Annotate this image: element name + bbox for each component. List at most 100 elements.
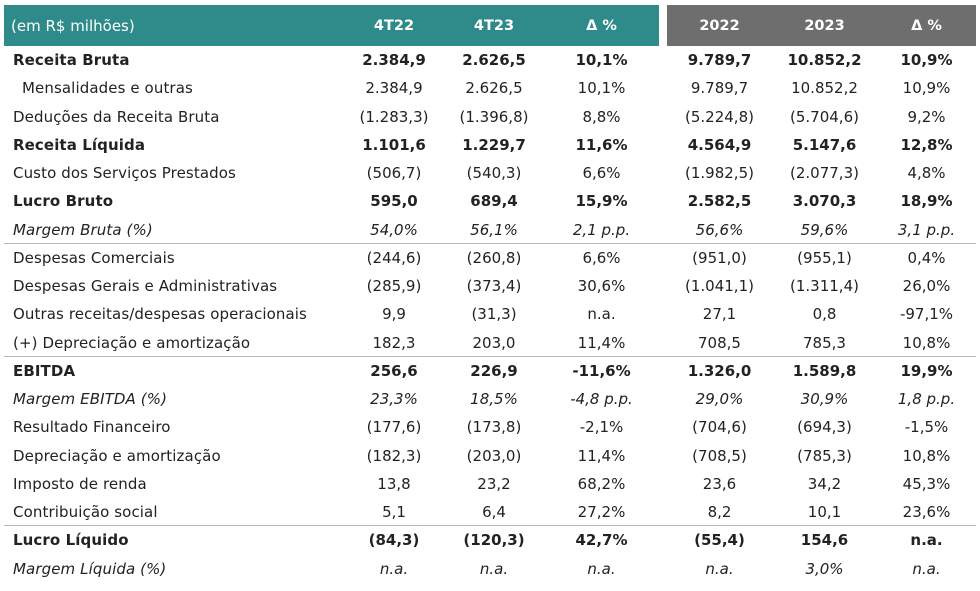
cell-delta-quarter: 30,6% [577,277,626,296]
cell-4t22: 1.101,6 [362,135,426,154]
cell-2023: (2.077,3) [790,164,859,183]
col-header-delta-quarter: Δ % [586,17,617,34]
cell-2023: 3,0% [805,559,844,578]
cell-4t23: (31,3) [471,305,517,324]
cell-4t23: (203,0) [466,446,522,465]
cell-2022: (1.982,5) [685,164,754,183]
row-label: Lucro Líquido [13,531,129,550]
cell-delta-year: 10,8% [902,333,951,352]
cell-delta-year: 4,8% [907,164,946,183]
cell-delta-quarter: n.a. [587,559,616,578]
cell-delta-year: 1,8 p.p. [897,390,956,409]
cell-4t22: 54,0% [370,220,418,239]
cell-4t22: (244,6) [366,248,422,267]
cell-4t23: n.a. [479,559,509,578]
cell-2022: 56,6% [695,220,744,239]
cell-4t23: (540,3) [466,164,522,183]
row-label: EBITDA [13,361,76,380]
cell-4t22: 2.384,9 [362,51,426,70]
cell-4t23: (260,8) [466,248,522,267]
row-label: Imposto de renda [13,474,147,493]
table-row: Custo dos Serviços Prestados (506,7) (540,… [4,159,976,187]
cell-2022: n.a. [705,559,734,578]
cell-2023: 30,9% [800,390,849,409]
cell-2022: (704,6) [692,418,747,437]
cell-2022: (5.224,8) [685,107,754,126]
cell-4t23: 689,4 [470,192,518,211]
cell-delta-quarter: 11,6% [575,135,628,154]
cell-4t23: 56,1% [470,220,518,239]
cell-delta-quarter: 11,4% [577,446,626,465]
cell-delta-year: 10,9% [900,51,953,70]
cell-delta-quarter: n.a. [587,305,616,324]
col-header-4t22: 4T22 [373,17,415,34]
cell-4t22: 256,6 [370,361,418,380]
cell-delta-year: 18,9% [900,192,953,211]
cell-delta-quarter: 42,7% [575,531,628,550]
row-label: Deduções da Receita Bruta [13,107,220,126]
cell-4t22: (182,3) [366,446,422,465]
cell-delta-quarter: -4,8 p.p. [570,390,633,409]
cell-2023: 785,3 [803,333,846,352]
cell-delta-year: 9,2% [907,107,946,126]
col-header-delta-year: Δ % [911,17,942,34]
cell-delta-quarter: 8,8% [582,107,621,126]
cell-2022: 9.789,7 [690,79,749,98]
cell-4t23: (173,8) [466,418,522,437]
cell-2023: 10.852,2 [787,51,862,70]
table-body: Receita Bruta 2.384,9 2.626,5 10,1% 9.789,7 1… [4,46,976,583]
table-row: Outras receitas/despesas operacionais 9,9… [4,300,976,328]
table-row: (+) Depreciação e amortização 182,3 203,0 1… [4,329,976,358]
cell-delta-year: 0,4% [907,248,946,267]
cell-2022: 4.564,9 [687,135,752,154]
cell-4t22: 595,0 [370,192,418,211]
cell-2022: 708,5 [698,333,741,352]
cell-4t23: 6,4 [482,503,506,522]
cell-4t23: 23,2 [477,474,511,493]
cell-2023: 10,1 [807,503,842,522]
cell-2023: 154,6 [800,531,849,550]
cell-4t23: (1.396,8) [459,107,529,126]
cell-delta-quarter: 10,1% [575,51,628,70]
cell-delta-quarter: 68,2% [577,474,626,493]
cell-delta-year: 23,6% [902,503,951,522]
cell-delta-quarter: 2,1 p.p. [572,220,631,239]
cell-2022: (1.041,1) [685,277,754,296]
cell-delta-quarter: 6,6% [582,248,621,267]
cell-2022: 8,2 [707,503,732,522]
cell-delta-quarter: -2,1% [579,418,624,437]
cell-4t22: (1.283,3) [359,107,429,126]
row-label: Despesas Comerciais [13,248,175,267]
cell-delta-year: -1,5% [904,418,949,437]
cell-delta-year: n.a. [910,531,943,550]
row-label: Margem Bruta (%) [13,220,153,239]
col-header-2022: 2022 [699,17,740,34]
cell-4t22: (285,9) [366,277,422,296]
row-label: Mensalidades e outras [22,79,193,98]
cell-4t22: 23,3% [370,390,418,409]
cell-delta-year: 26,0% [902,277,951,296]
table-row: Margem EBITDA (%) 23,3% 18,5% -4,8 p.p. 29,0… [4,385,976,413]
table-row: Receita Líquida 1.101,6 1.229,7 11,6% 4.564,… [4,131,976,159]
row-label: Despesas Gerais e Administrativas [13,277,278,296]
cell-delta-year: 12,8% [900,135,953,154]
cell-delta-quarter: 11,4% [577,333,626,352]
table-row: Resultado Financeiro (177,6) (173,8) -2,1% (… [4,413,976,441]
cell-2023: (785,3) [797,446,852,465]
cell-2023: 0,8 [812,305,837,324]
cell-2023: (5.704,6) [790,107,859,126]
cell-2023: 59,6% [800,220,849,239]
cell-4t23: (373,4) [466,277,522,296]
cell-4t23: 2.626,5 [465,79,523,98]
table-header: (em R$ milhões) 4T22 4T23 Δ % 2022 2023 … [4,5,976,46]
row-label: Lucro Bruto [13,192,114,211]
cell-delta-quarter: -11,6% [572,361,631,380]
cell-4t22: 5,1 [382,503,406,522]
cell-4t22: (177,6) [366,418,422,437]
cell-2023: (694,3) [797,418,852,437]
cell-4t22: 182,3 [372,333,416,352]
table-row: Deduções da Receita Bruta (1.283,3) (1.396… [4,103,976,131]
row-label: Resultado Financeiro [13,418,171,437]
cell-2023: 5.147,6 [792,135,857,154]
table-row: Lucro Bruto 595,0 689,4 15,9% 2.582,5 3.070,3… [4,187,976,215]
